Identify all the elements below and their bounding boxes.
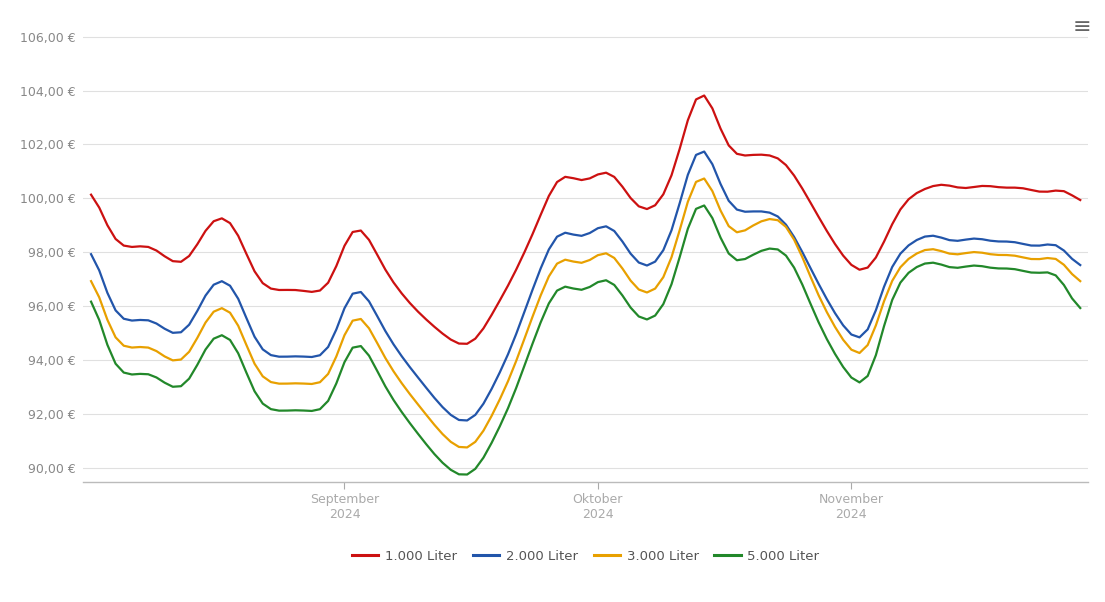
Text: ≡: ≡ [1073, 17, 1092, 37]
Legend: 1.000 Liter, 2.000 Liter, 3.000 Liter, 5.000 Liter: 1.000 Liter, 2.000 Liter, 3.000 Liter, 5… [347, 545, 824, 568]
